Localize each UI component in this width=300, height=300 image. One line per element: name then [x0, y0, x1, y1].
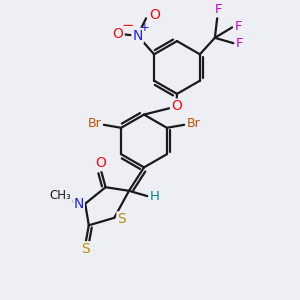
Text: Br: Br — [88, 117, 102, 130]
Text: F: F — [215, 3, 223, 16]
Text: O: O — [149, 8, 160, 22]
Text: N: N — [74, 197, 84, 211]
Text: H: H — [149, 190, 159, 203]
Text: S: S — [117, 212, 126, 226]
Text: O: O — [171, 100, 182, 113]
Text: S: S — [81, 242, 90, 256]
Text: O: O — [96, 156, 106, 170]
Text: N: N — [132, 29, 143, 43]
Text: CH₃: CH₃ — [50, 189, 71, 202]
Text: O: O — [113, 27, 124, 41]
Text: F: F — [236, 37, 243, 50]
Text: +: + — [139, 21, 149, 34]
Text: Br: Br — [186, 117, 200, 130]
Text: F: F — [235, 20, 242, 33]
Text: −: − — [122, 18, 134, 33]
